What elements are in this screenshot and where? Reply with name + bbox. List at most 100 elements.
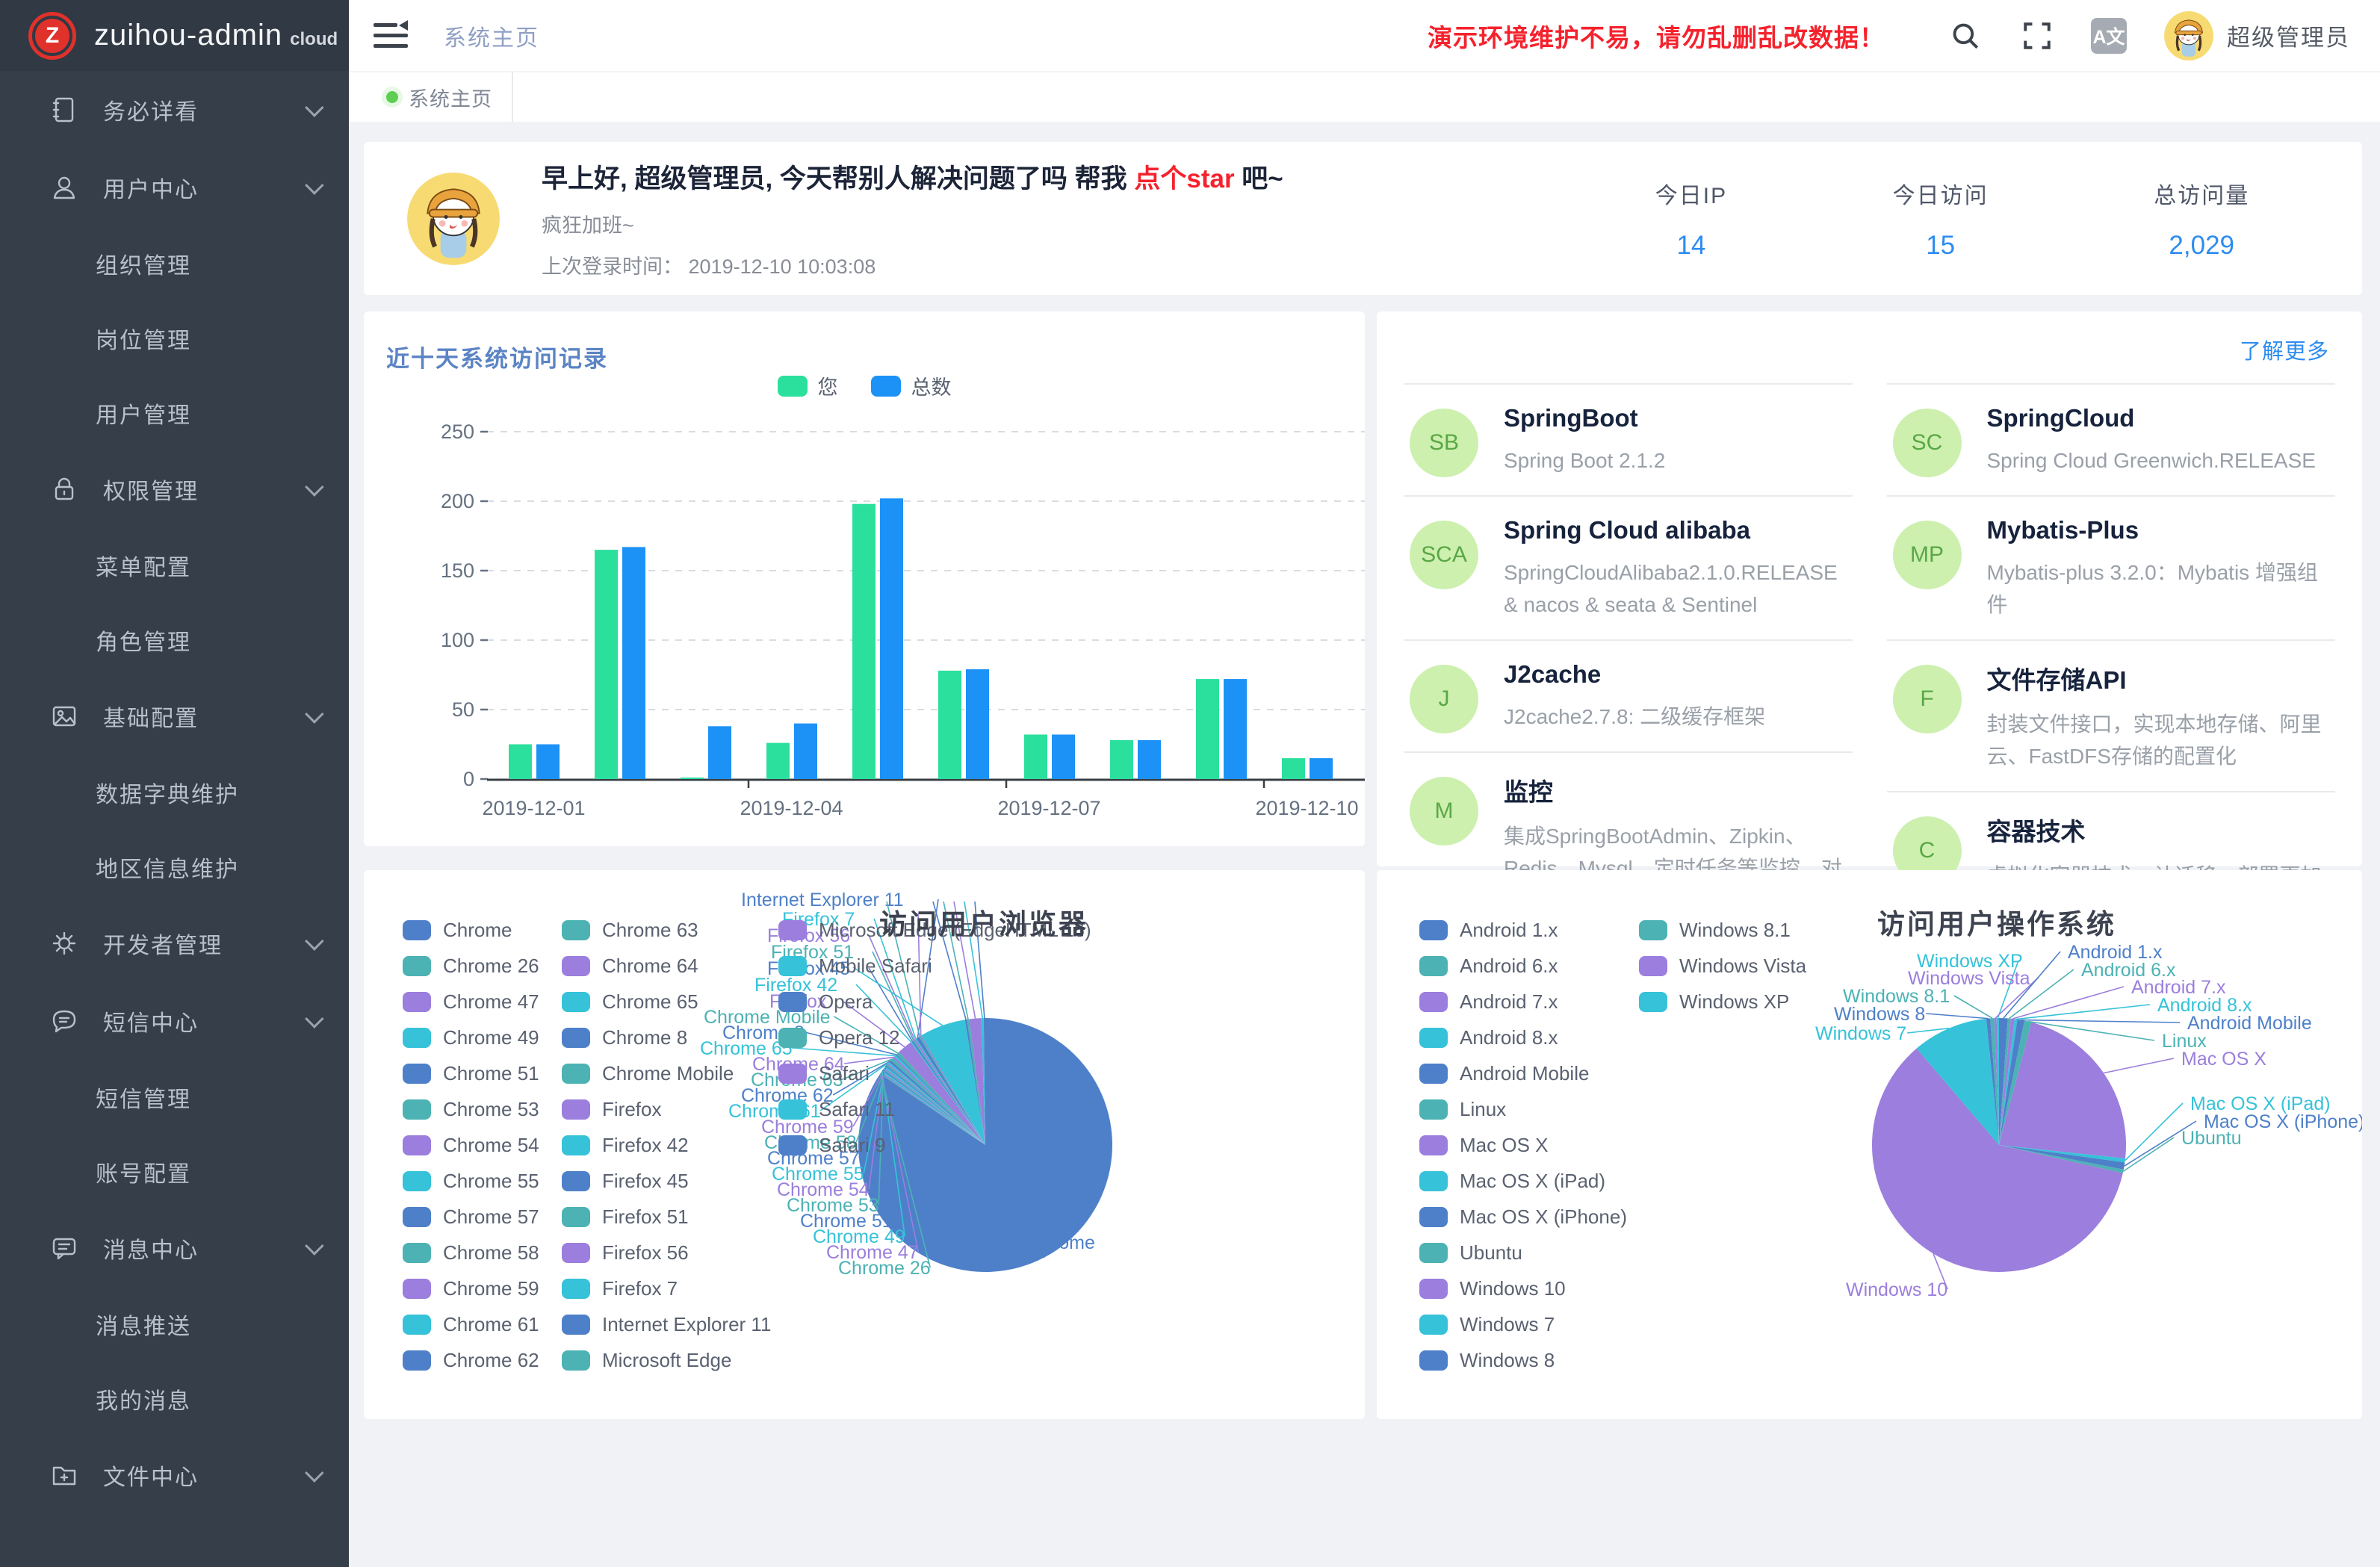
pie-slice-Firefox 7[interactable] bbox=[915, 1038, 985, 1145]
bar-总数-2019-12-03[interactable] bbox=[708, 726, 731, 779]
tab-home[interactable]: 系统主页 bbox=[367, 72, 513, 122]
bar-您-2019-12-09[interactable] bbox=[1196, 679, 1219, 779]
pie-slice-Mac OS X (iPhone)[interactable] bbox=[1999, 1145, 2125, 1170]
search-icon[interactable] bbox=[1946, 16, 1985, 55]
app-logo[interactable]: Z zuihou-admin cloud bbox=[0, 0, 349, 71]
legend-item-Windows Vista[interactable]: Windows Vista bbox=[1639, 948, 1806, 984]
bar-您-2019-12-07[interactable] bbox=[1024, 734, 1047, 779]
pie-slice-Windows 8[interactable] bbox=[1986, 1018, 1999, 1145]
pie-slice-Safari 11[interactable] bbox=[981, 1018, 985, 1145]
pie-slice-Safari[interactable] bbox=[969, 1018, 985, 1145]
pie-slice-Mac OS X[interactable] bbox=[1999, 1022, 2126, 1159]
sidebar-subitem-地区信息维护[interactable]: 地区信息维护 bbox=[96, 857, 239, 882]
sidebar-item-开发者管理[interactable]: 开发者管理 bbox=[0, 904, 349, 982]
pie-slice-Chrome 51[interactable] bbox=[882, 1070, 985, 1145]
legend-item-Firefox 56[interactable]: Firefox 56 bbox=[562, 1235, 771, 1270]
pie-slice-Opera[interactable] bbox=[964, 1019, 985, 1145]
pie-slice-Chrome 58[interactable] bbox=[886, 1064, 985, 1145]
bar-您-2019-12-10[interactable] bbox=[1282, 758, 1305, 779]
pie-slice-Chrome 65[interactable] bbox=[894, 1055, 985, 1145]
pie-slice-Windows Vista[interactable] bbox=[1994, 1018, 1999, 1145]
legend-item-Microsoft Edge (EdgeHTML 16)[interactable]: Microsoft Edge (EdgeHTML 16) bbox=[778, 912, 1091, 948]
pie-slice-Mac OS X (iPad)[interactable] bbox=[1999, 1145, 2126, 1163]
sidebar-subitem-消息推送[interactable]: 消息推送 bbox=[96, 1315, 191, 1339]
legend-item-Chrome 65[interactable]: Chrome 65 bbox=[562, 984, 771, 1020]
sidebar-subitem-数据字典维护[interactable]: 数据字典维护 bbox=[96, 783, 239, 807]
pie-slice-Firefox 45[interactable] bbox=[911, 1040, 985, 1145]
legend-item-Chrome 57[interactable]: Chrome 57 bbox=[403, 1199, 539, 1235]
bar-总数-2019-12-05[interactable] bbox=[880, 498, 903, 779]
legend-item-Windows 10[interactable]: Windows 10 bbox=[1419, 1270, 1627, 1306]
pie-slice-Chrome 47[interactable] bbox=[881, 1072, 985, 1145]
pie-slice-Chrome 53[interactable] bbox=[883, 1068, 985, 1145]
bar-总数-2019-12-10[interactable] bbox=[1310, 758, 1333, 779]
legend-item-Chrome 62[interactable]: Chrome 62 bbox=[403, 1342, 539, 1378]
pie-slice-Chrome 63[interactable] bbox=[890, 1058, 985, 1145]
sidebar-subitem-账号配置[interactable]: 账号配置 bbox=[96, 1162, 191, 1187]
sidebar-subitem-我的消息[interactable]: 我的消息 bbox=[96, 1389, 191, 1414]
legend-item-Windows 8.1[interactable]: Windows 8.1 bbox=[1639, 912, 1806, 948]
sidebar-item-基础配置[interactable]: 基础配置 bbox=[0, 677, 349, 755]
pie-slice-Chrome Mobile[interactable] bbox=[896, 1052, 985, 1145]
legend-item-Opera 12[interactable]: Opera 12 bbox=[778, 1020, 1091, 1055]
legend-item-Opera[interactable]: Opera bbox=[778, 984, 1091, 1020]
pie-slice-Windows XP[interactable] bbox=[1996, 1018, 1999, 1145]
legend-item-Safari[interactable]: Safari bbox=[778, 1055, 1091, 1091]
legend-item-Android 1.x[interactable]: Android 1.x bbox=[1419, 912, 1627, 948]
legend-item-Internet Explorer 11[interactable]: Internet Explorer 11 bbox=[562, 1306, 771, 1342]
sidebar-subitem-岗位管理[interactable]: 岗位管理 bbox=[96, 329, 191, 353]
legend-item-Linux[interactable]: Linux bbox=[1419, 1091, 1627, 1127]
bar-您-2019-12-02[interactable] bbox=[595, 550, 618, 779]
pie-slice-Mobile Safari[interactable] bbox=[921, 1020, 985, 1145]
pie-slice-Firefox 42[interactable] bbox=[911, 1041, 985, 1145]
pie-slice-Chrome 26[interactable] bbox=[880, 1073, 985, 1145]
bar-您-2019-12-01[interactable] bbox=[509, 744, 532, 780]
legend-item-Windows 7[interactable]: Windows 7 bbox=[1419, 1306, 1627, 1342]
legend-item-Safari 11[interactable]: Safari 11 bbox=[778, 1091, 1091, 1127]
legend-item-Mac OS X (iPad)[interactable]: Mac OS X (iPad) bbox=[1419, 1163, 1627, 1199]
legend-item-Firefox 42[interactable]: Firefox 42 bbox=[562, 1127, 771, 1163]
legend-item-Mobile Safari[interactable]: Mobile Safari bbox=[778, 948, 1091, 984]
star-link[interactable]: 点个star bbox=[1134, 164, 1235, 193]
pie-slice-Windows 8.1[interactable] bbox=[1990, 1018, 1999, 1145]
pie-slice-Opera 12[interactable] bbox=[967, 1019, 985, 1145]
pie-slice-Android 7.x[interactable] bbox=[1999, 1018, 2015, 1145]
translate-icon[interactable]: A文 bbox=[2089, 16, 2128, 55]
legend-item-Safari 9[interactable]: Safari 9 bbox=[778, 1127, 1091, 1163]
legend-item-Mac OS X (iPhone)[interactable]: Mac OS X (iPhone) bbox=[1419, 1199, 1627, 1235]
legend-item-Chrome 64[interactable]: Chrome 64 bbox=[562, 948, 771, 984]
legend-item-Chrome[interactable]: Chrome bbox=[403, 912, 539, 948]
legend-item-Chrome 55[interactable]: Chrome 55 bbox=[403, 1163, 539, 1199]
legend-item-Microsoft Edge[interactable]: Microsoft Edge bbox=[562, 1342, 771, 1378]
pie-slice-Windows 7[interactable] bbox=[1916, 1018, 1999, 1145]
bar-总数-2019-12-08[interactable] bbox=[1138, 739, 1161, 779]
pie-slice-Chrome 55[interactable] bbox=[884, 1066, 985, 1145]
legend-item-Chrome 63[interactable]: Chrome 63 bbox=[562, 912, 771, 948]
pie-slice-Microsoft Edge[interactable] bbox=[919, 1035, 985, 1145]
pie-slice-Chrome 54[interactable] bbox=[884, 1067, 985, 1145]
legend-item-Firefox 7[interactable]: Firefox 7 bbox=[562, 1270, 771, 1306]
fullscreen-icon[interactable] bbox=[2018, 16, 2057, 55]
sidebar-subitem-组织管理[interactable]: 组织管理 bbox=[96, 254, 191, 279]
legend-item-Chrome 49[interactable]: Chrome 49 bbox=[403, 1020, 539, 1055]
legend-item-Chrome 59[interactable]: Chrome 59 bbox=[403, 1270, 539, 1306]
sidebar-subitem-菜单配置[interactable]: 菜单配置 bbox=[96, 556, 191, 580]
collapse-menu-icon[interactable] bbox=[374, 19, 408, 51]
bar-总数-2019-12-09[interactable] bbox=[1224, 679, 1247, 779]
legend-item-Windows XP[interactable]: Windows XP bbox=[1639, 984, 1806, 1020]
pie-slice-Internet Explorer 11[interactable] bbox=[916, 1037, 985, 1145]
legend-item-Chrome 53[interactable]: Chrome 53 bbox=[403, 1091, 539, 1127]
pie-slice-Chrome 62[interactable] bbox=[889, 1060, 985, 1145]
legend-item-Windows 8[interactable]: Windows 8 bbox=[1419, 1342, 1627, 1378]
pie-slice-Android 1.x[interactable] bbox=[1999, 1018, 2008, 1145]
bar-总数-2019-12-01[interactable] bbox=[536, 744, 560, 780]
bar-总数-2019-12-04[interactable] bbox=[794, 723, 817, 779]
sidebar-subitem-角色管理[interactable]: 角色管理 bbox=[96, 630, 191, 655]
pie-slice-Chrome 8[interactable] bbox=[896, 1054, 985, 1145]
pie-slice-Android Mobile[interactable] bbox=[1999, 1019, 2025, 1145]
legend-item-Chrome 54[interactable]: Chrome 54 bbox=[403, 1127, 539, 1163]
legend-item-Android Mobile[interactable]: Android Mobile bbox=[1419, 1055, 1627, 1091]
pie-slice-Chrome 57[interactable] bbox=[885, 1065, 985, 1145]
learn-more-link[interactable]: 了解更多 bbox=[2239, 340, 2329, 364]
legend-item-Chrome Mobile[interactable]: Chrome Mobile bbox=[562, 1055, 771, 1091]
